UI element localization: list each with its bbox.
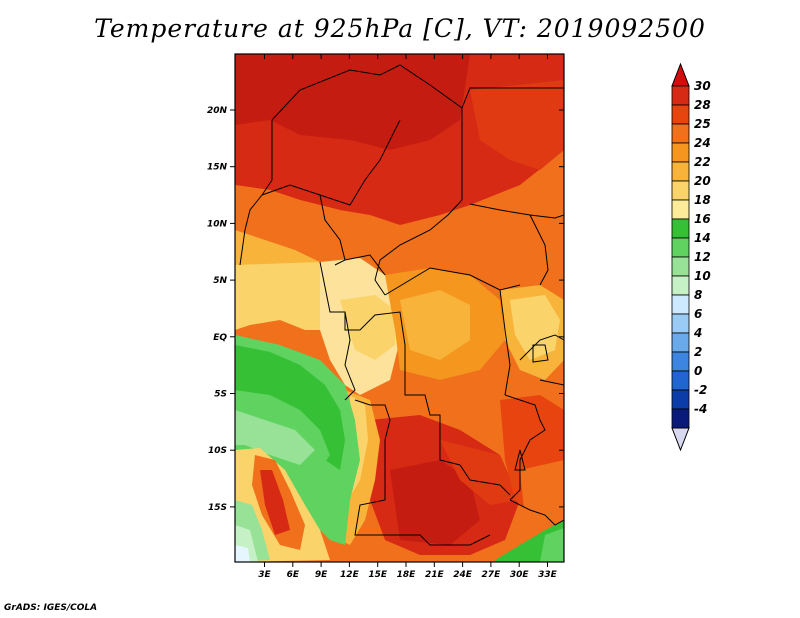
lat-label: 15S: [208, 503, 227, 513]
lon-label: 9E: [315, 570, 328, 580]
temperature-field: [235, 54, 564, 562]
colorbar-swatch: [671, 180, 690, 201]
lat-label: 10S: [208, 446, 227, 456]
colorbar-label: 8: [694, 288, 702, 302]
lon-label: 12E: [340, 570, 360, 580]
colorbar-label: 16: [694, 212, 711, 226]
colorbar-swatch: [671, 256, 690, 277]
colorbar-swatch: [671, 218, 690, 239]
colorbar-swatch: [671, 313, 690, 334]
colorbar-label: -2: [694, 383, 707, 397]
country-borders: [239, 64, 564, 546]
colorbar-swatch: [671, 85, 690, 106]
lat-label: 10N: [207, 219, 228, 229]
colorbar-label: 25: [694, 117, 711, 131]
lon-label: 33E: [538, 570, 558, 580]
map-title: Temperature at 925hPa [C], VT: 201909250…: [94, 14, 706, 43]
grads-credit: GrADS: IGES/COLA: [4, 603, 98, 613]
colorbar-label: 0: [694, 364, 702, 378]
lat-label: 5N: [213, 276, 227, 286]
lon-label: 30E: [510, 570, 530, 580]
colorbar-label: 22: [694, 155, 711, 169]
lon-label: 18E: [397, 570, 417, 580]
plot-frame: [234, 53, 565, 563]
colorbar-label: 28: [694, 98, 711, 112]
colorbar-swatch: [671, 237, 690, 258]
lon-label: 15E: [368, 570, 388, 580]
lat-label: 20N: [207, 106, 228, 116]
colorbar-swatch: [671, 275, 690, 296]
colorbar-swatch: [671, 351, 690, 372]
latitude-axis: 20N 15N 10N 5N EQ 5S 10S 15S: [207, 106, 564, 513]
colorbar-top-cap: [671, 62, 690, 87]
lon-label: 6E: [287, 570, 300, 580]
colorbar-swatch: [671, 142, 690, 163]
lon-label: 21E: [425, 570, 445, 580]
colorbar-bottom-cap: [671, 427, 690, 452]
colorbar-label: 20: [694, 174, 711, 188]
colorbar-swatch: [671, 389, 690, 410]
colorbar-swatch: [671, 370, 690, 391]
colorbar-swatch: [671, 104, 690, 125]
colorbar-label: 10: [694, 269, 711, 283]
colorbar-label: 12: [694, 250, 711, 264]
colorbar-label: 14: [694, 231, 711, 245]
colorbar-swatch: [671, 332, 690, 353]
colorbar-label: 2: [694, 345, 702, 359]
colorbar-label: 30: [694, 79, 711, 93]
longitude-axis: 3E 6E 9E 12E 15E 18E 21E 24E 27E 30E 33E: [258, 54, 558, 580]
lon-label: 27E: [482, 570, 502, 580]
colorbar-label: 18: [694, 193, 711, 207]
lat-label: EQ: [213, 333, 227, 343]
colorbar-label: 24: [694, 136, 711, 150]
lon-label: 24E: [453, 570, 473, 580]
colorbar-swatch: [671, 199, 690, 220]
colorbar-label: 4: [693, 326, 702, 340]
lat-label: 15N: [207, 163, 228, 173]
colorbar-swatch: [671, 161, 690, 182]
colorbar-label: 6: [694, 307, 702, 321]
colorbar-label: -4: [694, 402, 707, 416]
colorbar-swatch: [671, 294, 690, 315]
lon-label: 3E: [258, 570, 271, 580]
colorbar-swatch: [671, 123, 690, 144]
lat-label: 5S: [214, 390, 227, 400]
colorbar-swatch: [671, 408, 690, 429]
